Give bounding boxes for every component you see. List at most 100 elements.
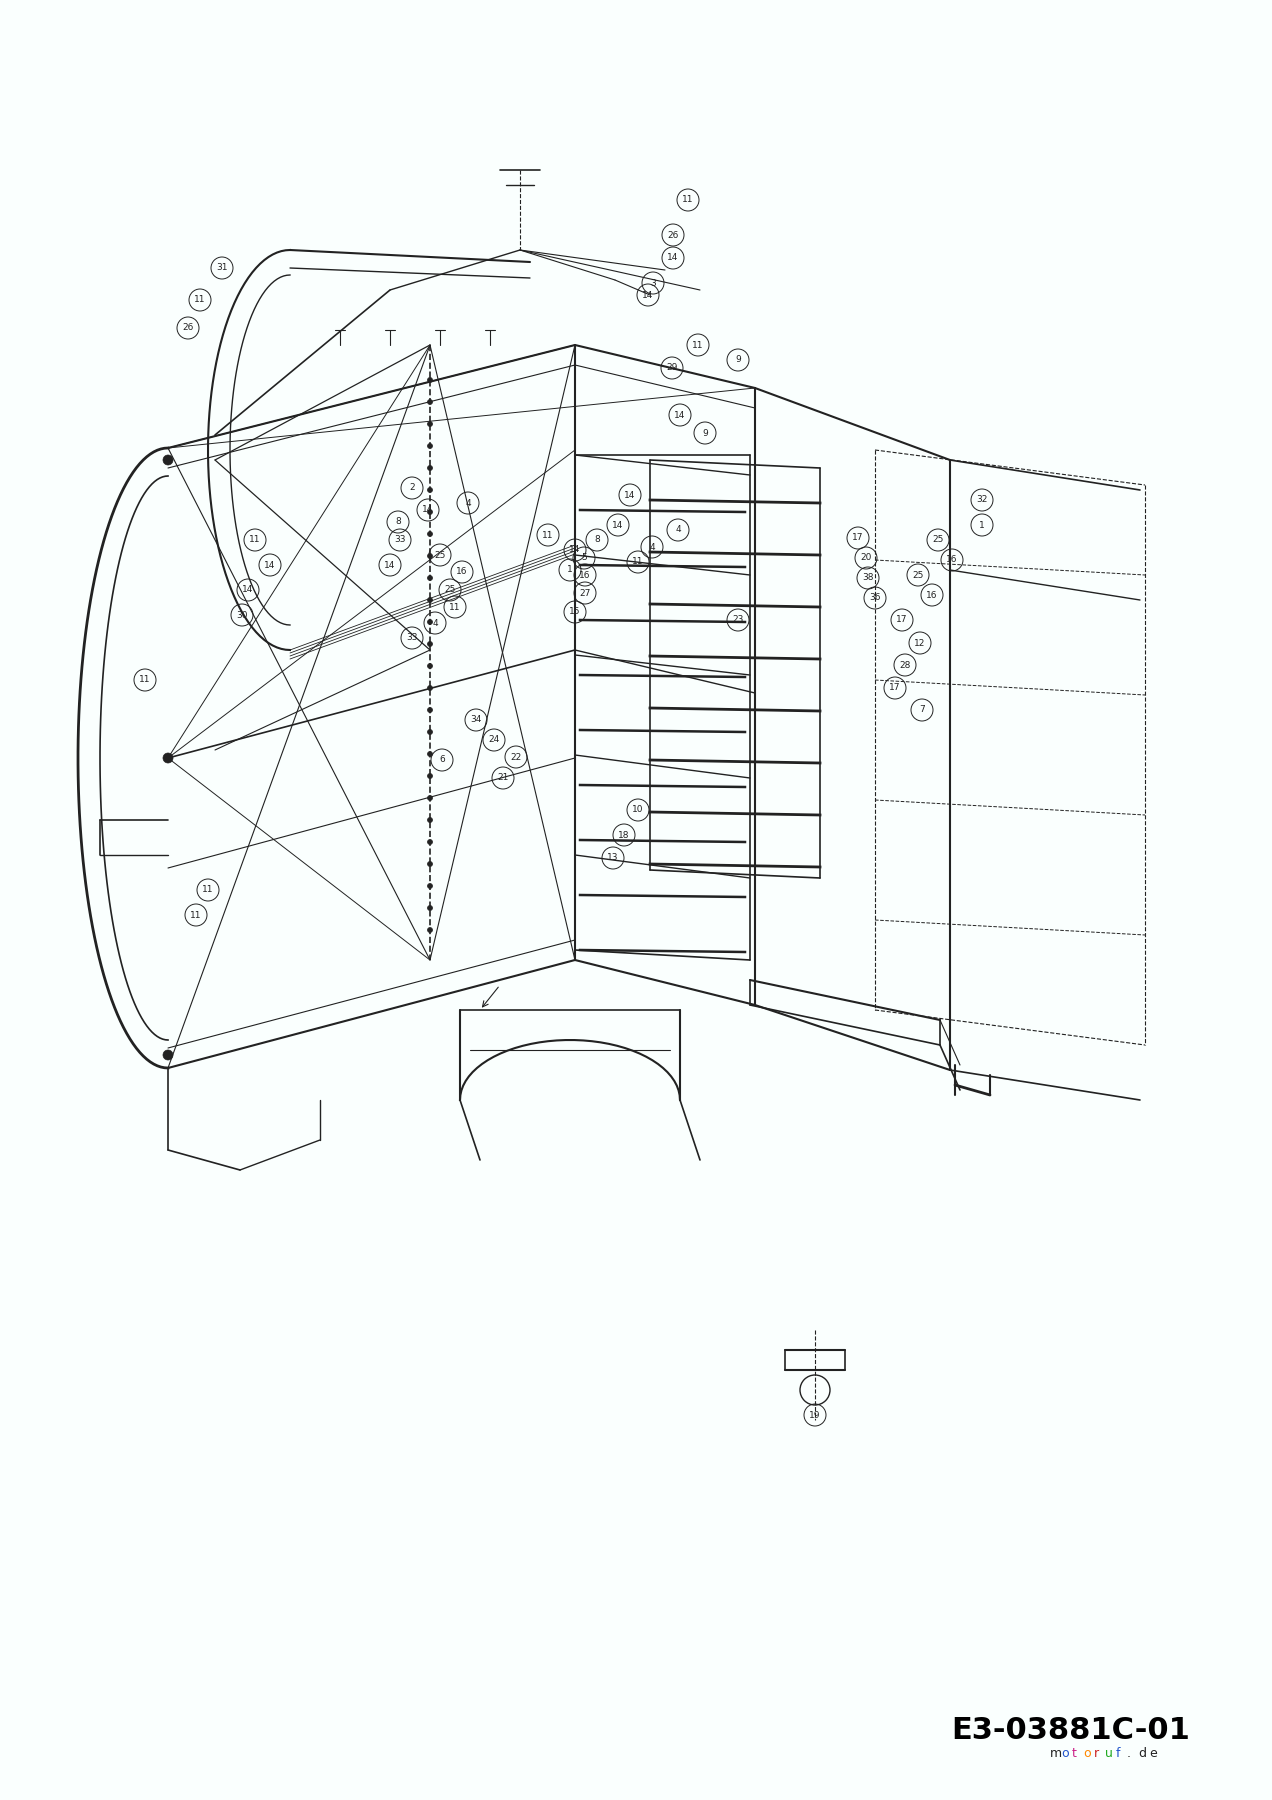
Text: 14: 14	[570, 545, 581, 554]
Circle shape	[163, 455, 173, 464]
Text: f: f	[1116, 1748, 1121, 1760]
Text: 3: 3	[650, 279, 656, 288]
Circle shape	[427, 796, 432, 801]
Circle shape	[427, 378, 432, 383]
Circle shape	[427, 752, 432, 756]
Circle shape	[427, 576, 432, 580]
Text: 25: 25	[444, 585, 455, 594]
Text: 8: 8	[594, 536, 600, 544]
Circle shape	[427, 862, 432, 866]
Text: 11: 11	[249, 536, 261, 544]
Circle shape	[427, 686, 432, 691]
Circle shape	[427, 707, 432, 713]
Text: 6: 6	[439, 756, 445, 765]
Text: 1: 1	[567, 565, 572, 574]
Text: 21: 21	[497, 774, 509, 783]
Text: 14: 14	[265, 560, 276, 569]
Text: 4: 4	[466, 499, 471, 508]
Text: E3-03881C-01: E3-03881C-01	[951, 1715, 1191, 1744]
Text: r: r	[1094, 1748, 1099, 1760]
Text: 4: 4	[675, 526, 681, 535]
Text: 26: 26	[182, 324, 193, 333]
Text: 22: 22	[510, 752, 522, 761]
Text: 16: 16	[579, 571, 590, 580]
Circle shape	[427, 488, 432, 493]
Circle shape	[427, 905, 432, 911]
Text: t: t	[1072, 1748, 1077, 1760]
Text: 24: 24	[488, 736, 500, 745]
Text: 9: 9	[735, 356, 740, 364]
Circle shape	[427, 839, 432, 844]
Text: 14: 14	[242, 585, 253, 594]
Text: 14: 14	[674, 410, 686, 419]
Text: 20: 20	[860, 554, 871, 562]
Text: 15: 15	[570, 608, 581, 616]
Text: 17: 17	[897, 616, 908, 625]
Text: 31: 31	[216, 263, 228, 272]
Text: 16: 16	[457, 567, 468, 576]
Text: 33: 33	[394, 536, 406, 544]
Text: 14: 14	[642, 290, 654, 299]
Text: 25: 25	[932, 536, 944, 544]
Circle shape	[427, 927, 432, 932]
Text: 8: 8	[396, 518, 401, 526]
Text: 11: 11	[632, 558, 644, 567]
Text: 11: 11	[449, 603, 460, 612]
Circle shape	[427, 421, 432, 427]
Text: 29: 29	[667, 364, 678, 373]
Circle shape	[427, 664, 432, 668]
Text: 11: 11	[542, 531, 553, 540]
Text: 4: 4	[649, 542, 655, 551]
Text: 16: 16	[946, 556, 958, 565]
Text: .: .	[1127, 1748, 1131, 1760]
Text: 5: 5	[581, 554, 586, 562]
Text: 38: 38	[862, 574, 874, 583]
Circle shape	[427, 641, 432, 646]
Text: 16: 16	[926, 590, 937, 599]
Text: u: u	[1105, 1748, 1113, 1760]
Text: 14: 14	[422, 506, 434, 515]
Text: 9: 9	[702, 428, 709, 437]
Text: 11: 11	[202, 886, 214, 895]
Text: 17: 17	[889, 684, 901, 693]
Text: 17: 17	[852, 533, 864, 542]
Text: 23: 23	[733, 616, 744, 625]
Text: 28: 28	[899, 661, 911, 670]
Text: 26: 26	[668, 230, 679, 239]
Circle shape	[427, 884, 432, 889]
Text: 10: 10	[632, 806, 644, 814]
Text: 18: 18	[618, 830, 630, 839]
Text: 7: 7	[920, 706, 925, 715]
Text: 14: 14	[668, 254, 679, 263]
Circle shape	[427, 729, 432, 734]
Text: 33: 33	[406, 634, 417, 643]
Circle shape	[427, 598, 432, 603]
Text: 11: 11	[195, 295, 206, 304]
Text: 27: 27	[579, 589, 590, 598]
Text: 4: 4	[432, 619, 438, 628]
Text: 11: 11	[191, 911, 202, 920]
Text: 34: 34	[471, 715, 482, 724]
Text: 12: 12	[915, 639, 926, 648]
Text: m: m	[1049, 1748, 1062, 1760]
Text: 14: 14	[612, 520, 623, 529]
Circle shape	[427, 509, 432, 515]
Circle shape	[163, 752, 173, 763]
Text: 36: 36	[869, 594, 880, 603]
Text: 25: 25	[434, 551, 445, 560]
Circle shape	[427, 774, 432, 778]
Text: 14: 14	[384, 560, 396, 569]
Text: 11: 11	[682, 196, 693, 205]
Circle shape	[427, 619, 432, 625]
Text: 25: 25	[912, 571, 923, 580]
Circle shape	[427, 531, 432, 536]
Text: o: o	[1082, 1748, 1090, 1760]
Text: d: d	[1138, 1748, 1146, 1760]
Text: 2: 2	[410, 484, 415, 493]
Text: 11: 11	[692, 340, 703, 349]
Circle shape	[427, 817, 432, 823]
Text: 13: 13	[607, 853, 618, 862]
Text: o: o	[1061, 1748, 1068, 1760]
Text: 19: 19	[809, 1411, 820, 1420]
Text: 32: 32	[977, 495, 987, 504]
